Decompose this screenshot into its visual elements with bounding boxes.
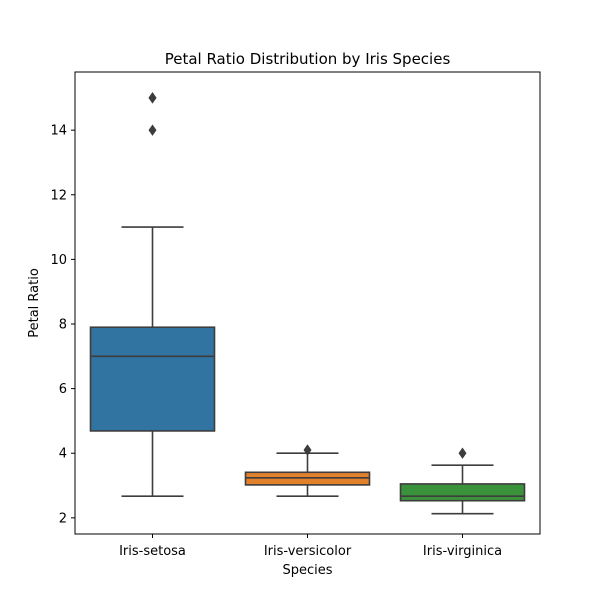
axes-frame — [74, 71, 541, 535]
y-tick-label: 8 — [59, 318, 67, 333]
y-tick-label: 6 — [59, 382, 67, 397]
x-tick-label: Iris-setosa — [119, 544, 186, 559]
y-tick-label: 14 — [50, 124, 67, 139]
x-axis-label: Species — [282, 563, 332, 578]
y-tick-label: 2 — [59, 511, 67, 526]
box-iris-virginica — [399, 483, 526, 502]
y-tick-label: 10 — [50, 253, 67, 268]
y-axis-label: Petal Ratio — [27, 268, 42, 338]
x-tick-label: Iris-versicolor — [264, 544, 352, 559]
outlier-iris-setosa — [148, 124, 157, 136]
x-tick-label: Iris-virginica — [423, 544, 502, 559]
outlier-iris-virginica — [458, 447, 467, 459]
box-iris-setosa — [89, 326, 216, 432]
y-tick-label: 4 — [59, 447, 67, 462]
chart-title: Petal Ratio Distribution by Iris Species — [165, 50, 451, 68]
outlier-iris-setosa — [148, 92, 157, 104]
plot-area: 2 4 6 8 10 12 14 Iris-setosa Iris-versicolor Iris… — [50, 71, 541, 559]
box-iris-versicolor — [244, 471, 371, 486]
y-tick-label: 12 — [50, 188, 67, 203]
outlier-iris-versicolor — [303, 444, 312, 456]
